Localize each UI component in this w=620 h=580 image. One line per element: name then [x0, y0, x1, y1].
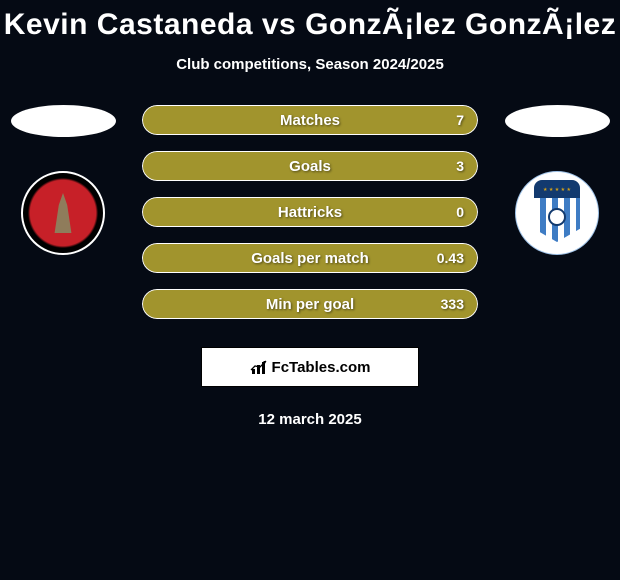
xolo-icon: [49, 193, 77, 233]
stat-label: Min per goal: [266, 296, 354, 313]
stat-value-right: 3: [456, 158, 464, 174]
stat-row-goals-per-match: Goals per match 0.43: [142, 243, 478, 273]
shield-ball-icon: [548, 208, 566, 226]
right-player-avatar: [505, 105, 610, 137]
date-text: 12 march 2025: [0, 411, 620, 428]
attribution-box: FcTables.com: [201, 347, 419, 387]
subtitle: Club competitions, Season 2024/2025: [0, 56, 620, 73]
comparison-row: Matches 7 Goals 3 Hattricks 0 Goals per …: [0, 105, 620, 335]
stat-label: Goals per match: [251, 250, 369, 267]
stat-row-goals: Goals 3: [142, 151, 478, 181]
left-player-col: [8, 105, 118, 255]
stat-label: Goals: [289, 158, 331, 175]
shield-stars-icon: ★ ★ ★ ★ ★: [534, 180, 580, 200]
footer-brand-text: FcTables.com: [272, 359, 371, 376]
fctables-logo: FcTables.com: [250, 359, 371, 376]
pachuca-shield-icon: ★ ★ ★ ★ ★: [528, 180, 586, 246]
right-club-badge: ★ ★ ★ ★ ★: [515, 171, 599, 255]
stat-value-right: 333: [441, 296, 464, 312]
stat-row-matches: Matches 7: [142, 105, 478, 135]
stat-value-right: 7: [456, 112, 464, 128]
chart-icon: [250, 359, 270, 375]
stat-row-hattricks: Hattricks 0: [142, 197, 478, 227]
page-title: Kevin Castaneda vs GonzÃ¡lez GonzÃ¡lez: [0, 0, 620, 42]
stat-bars: Matches 7 Goals 3 Hattricks 0 Goals per …: [118, 105, 502, 335]
stat-label: Matches: [280, 112, 340, 129]
stat-label: Hattricks: [278, 204, 342, 221]
left-player-avatar: [11, 105, 116, 137]
stat-row-min-per-goal: Min per goal 333: [142, 289, 478, 319]
left-club-badge: [21, 171, 105, 255]
stat-value-right: 0: [456, 204, 464, 220]
stat-value-right: 0.43: [437, 250, 464, 266]
right-player-col: ★ ★ ★ ★ ★: [502, 105, 612, 255]
